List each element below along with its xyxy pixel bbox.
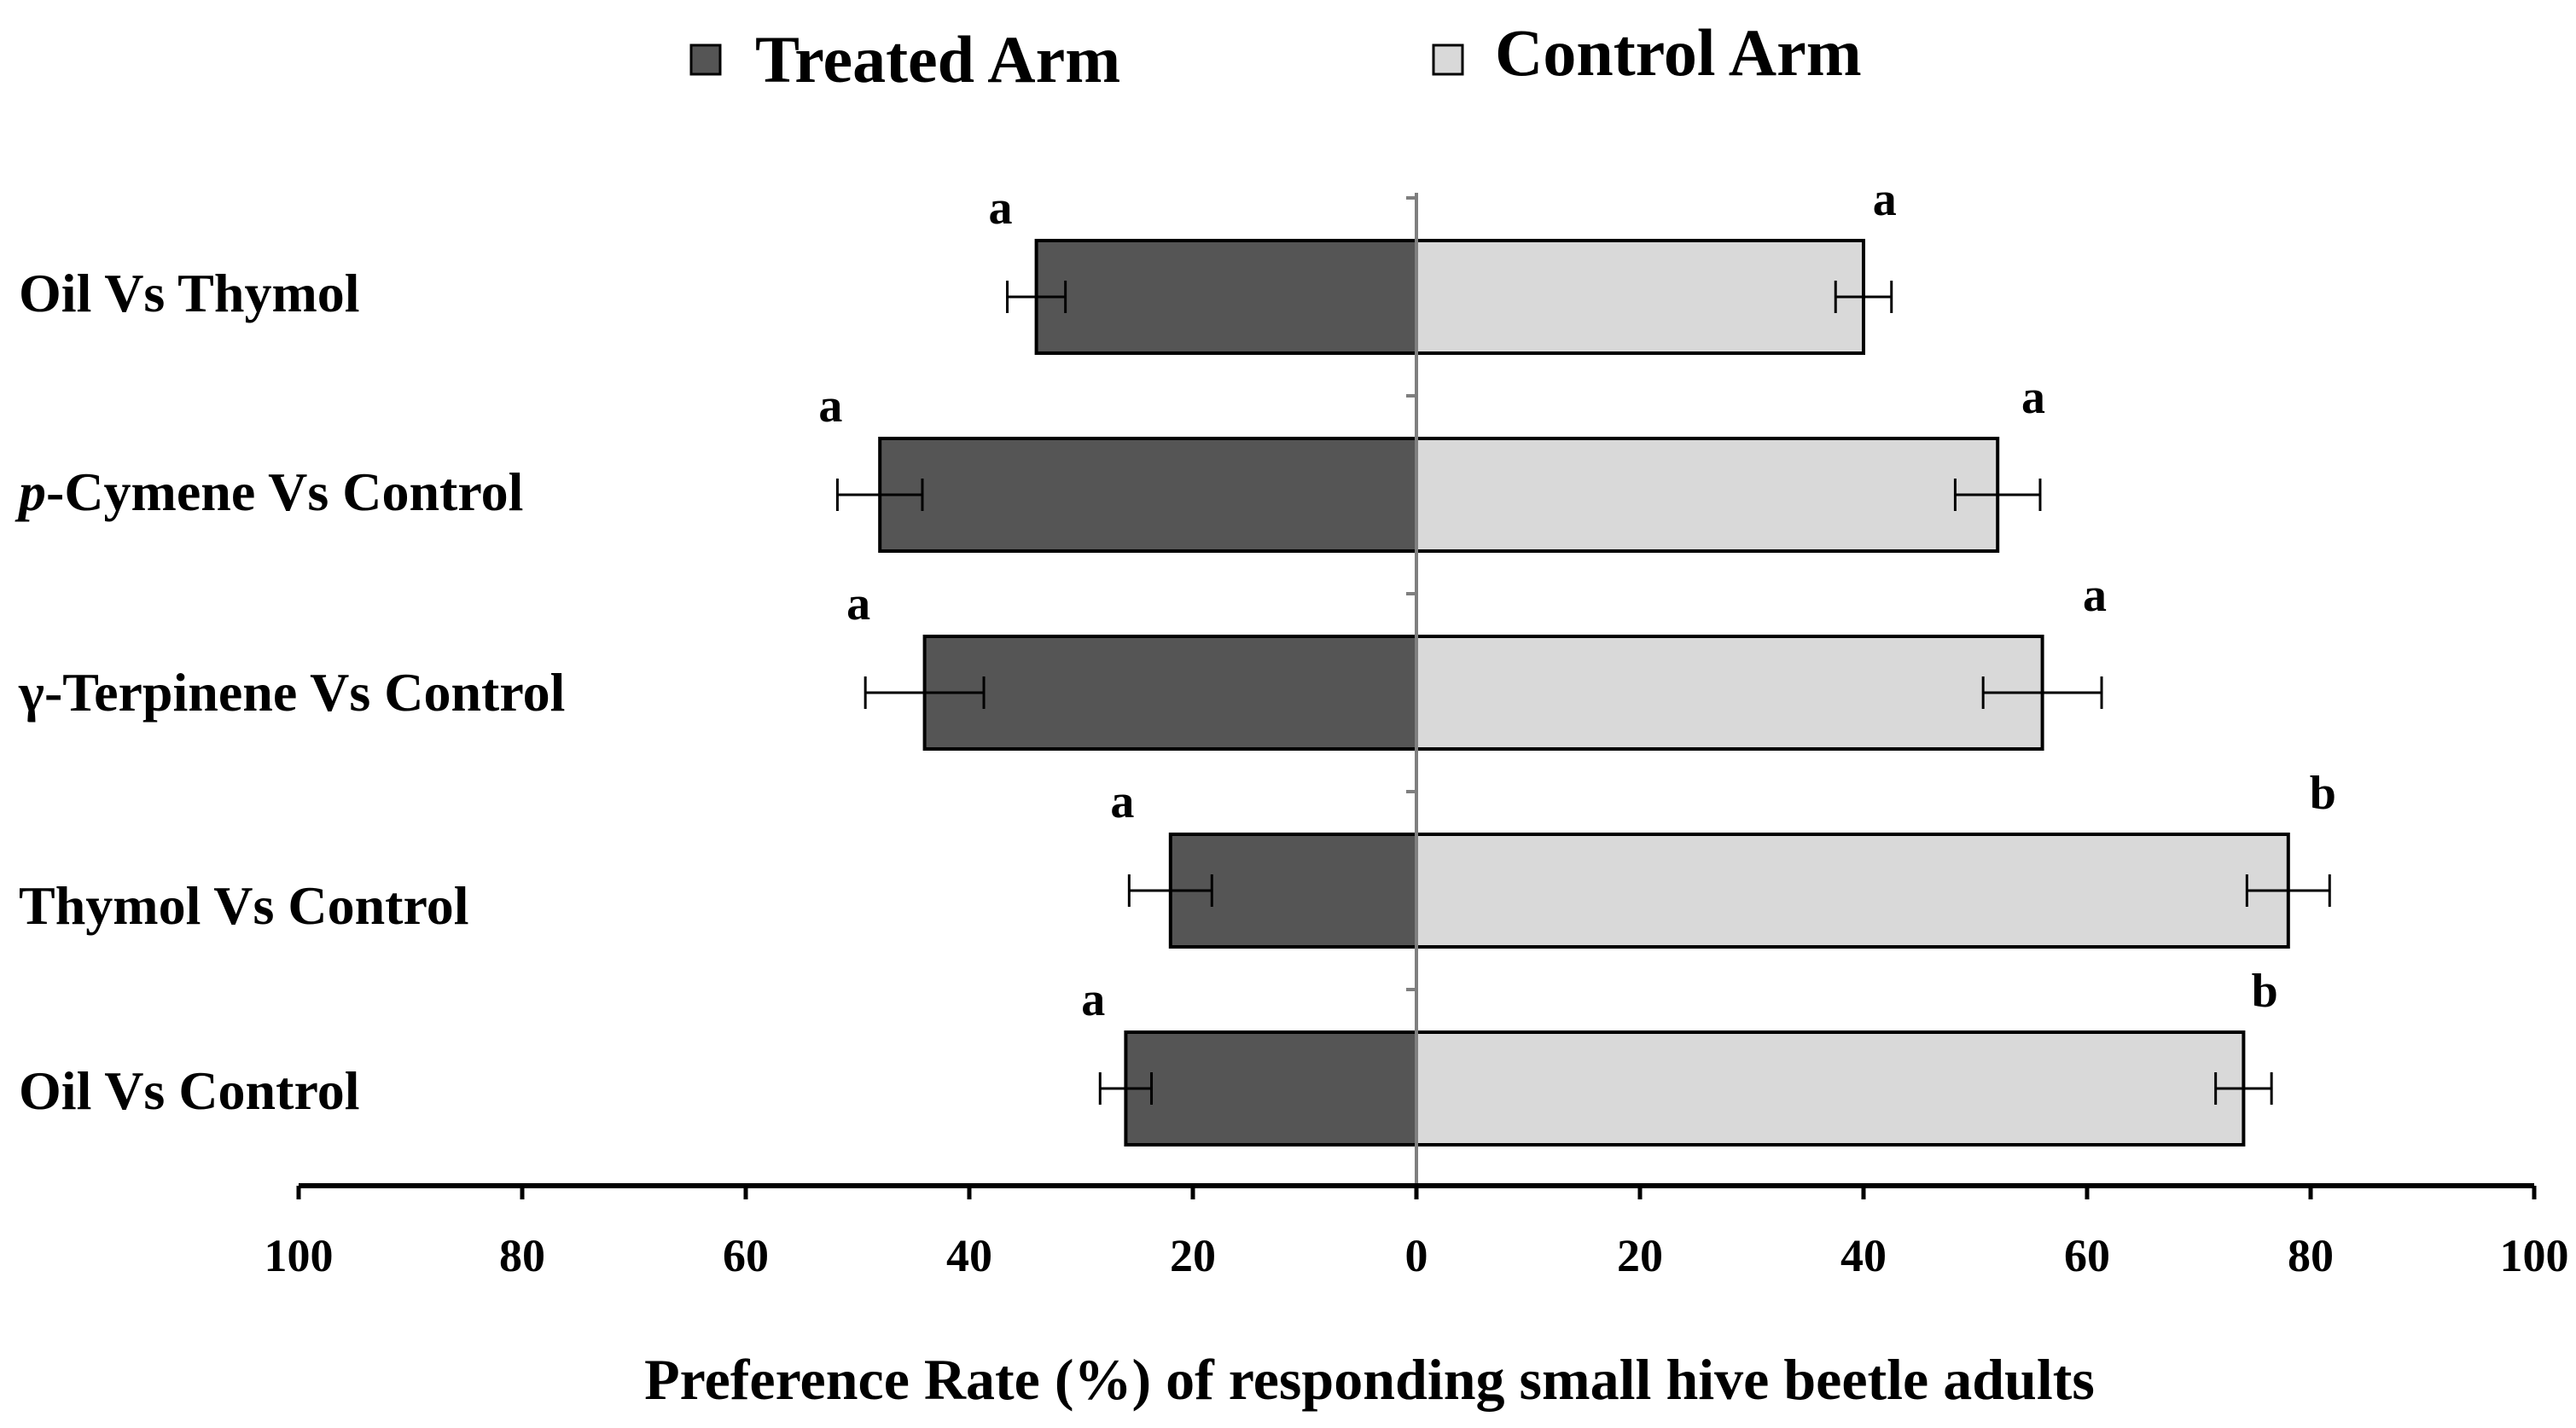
error-bar-control-row-0 xyxy=(1834,281,1893,313)
letter-treated-row-4: a xyxy=(1081,973,1105,1026)
x-tick-label-6: 20 xyxy=(1617,1230,1663,1281)
bar-control-row-4 xyxy=(1415,1030,2246,1146)
category-label-terpinene-vs-control: γ-Terpinene Vs Control xyxy=(18,662,565,723)
x-tick-label-8: 60 xyxy=(2064,1230,2110,1281)
category-label-p-cymene-rest: -Cymene Vs Control xyxy=(46,461,523,522)
category-label-oil-vs-thymol: Oil Vs Thymol xyxy=(19,263,360,323)
bar-treated-row-2 xyxy=(922,635,1418,751)
letter-control-row-0: a xyxy=(1873,173,1897,226)
bar-treated-row-0 xyxy=(1034,239,1418,355)
x-axis-ticks xyxy=(296,1186,2537,1199)
category-label-thymol-vs-control: Thymol Vs Control xyxy=(19,875,469,936)
bar-control-row-2 xyxy=(1415,635,2044,751)
x-tick-label-10: 100 xyxy=(2500,1230,2569,1281)
letter-treated-row-1: a xyxy=(818,380,842,432)
x-tick-label-2: 60 xyxy=(723,1230,769,1281)
legend-label-control: Control Arm xyxy=(1495,15,1862,90)
error-bar-treated-row-2 xyxy=(864,676,986,709)
letter-treated-row-0: a xyxy=(989,182,1013,235)
error-bar-treated-row-0 xyxy=(1006,281,1067,313)
x-tick-label-7: 40 xyxy=(1840,1230,1887,1281)
plot-area: a a a a xyxy=(818,173,2336,1146)
bars-row-0: a a xyxy=(989,173,1897,355)
error-bar-control-row-1 xyxy=(1953,479,2042,511)
x-tick-label-5: 0 xyxy=(1405,1230,1428,1281)
error-bar-treated-row-4 xyxy=(1098,1072,1154,1105)
legend-swatch-control xyxy=(1432,44,1464,76)
error-bar-control-row-3 xyxy=(2245,874,2331,907)
bar-control-row-1 xyxy=(1415,437,2000,553)
x-tick-label-3: 40 xyxy=(946,1230,992,1281)
category-label-p-cymene-italic: p xyxy=(15,461,46,522)
x-axis: 100 80 60 40 20 0 20 40 60 80 100 Prefer… xyxy=(265,1183,2569,1412)
legend-label-treated: Treated Arm xyxy=(755,22,1120,96)
error-bar-control-row-2 xyxy=(1981,676,2103,709)
letter-control-row-4: b xyxy=(2252,965,2278,1018)
x-tick-label-1: 80 xyxy=(499,1230,545,1281)
bars-row-1: a a xyxy=(818,371,2045,553)
category-labels: Oil Vs Thymol p-Cymene Vs Control γ-Terp… xyxy=(15,263,565,1121)
error-bar-control-row-4 xyxy=(2214,1072,2273,1105)
letter-control-row-2: a xyxy=(2083,569,2107,622)
letter-control-row-1: a xyxy=(2021,371,2045,424)
bar-treated-row-4 xyxy=(1124,1030,1419,1146)
bars-row-2: a a xyxy=(846,569,2107,751)
x-tick-label-9: 80 xyxy=(2288,1230,2334,1281)
error-bar-treated-row-1 xyxy=(835,479,924,511)
x-tick-label-0: 100 xyxy=(265,1230,334,1281)
bar-treated-row-1 xyxy=(878,437,1418,553)
category-label-oil-vs-control: Oil Vs Control xyxy=(19,1060,359,1121)
x-axis-tick-labels: 100 80 60 40 20 0 20 40 60 80 100 xyxy=(265,1230,2569,1281)
letter-treated-row-2: a xyxy=(846,578,870,630)
legend-swatch-treated xyxy=(689,44,722,76)
bars-row-3: a b xyxy=(1110,767,2336,949)
bar-control-row-3 xyxy=(1415,833,2290,949)
x-tick-label-4: 20 xyxy=(1170,1230,1216,1281)
bars-row-4: a b xyxy=(1081,965,2278,1146)
bar-control-row-0 xyxy=(1415,239,1865,355)
category-label-p-cymene-vs-control: p-Cymene Vs Control xyxy=(15,461,523,522)
letter-control-row-3: b xyxy=(2310,767,2336,820)
error-bar-treated-row-3 xyxy=(1127,874,1213,907)
center-axis xyxy=(1406,193,1418,1186)
legend: Treated Arm Control Arm xyxy=(689,15,1862,96)
letter-treated-row-3: a xyxy=(1110,775,1134,828)
x-axis-title: Preference Rate (%) of responding small … xyxy=(644,1347,2095,1412)
